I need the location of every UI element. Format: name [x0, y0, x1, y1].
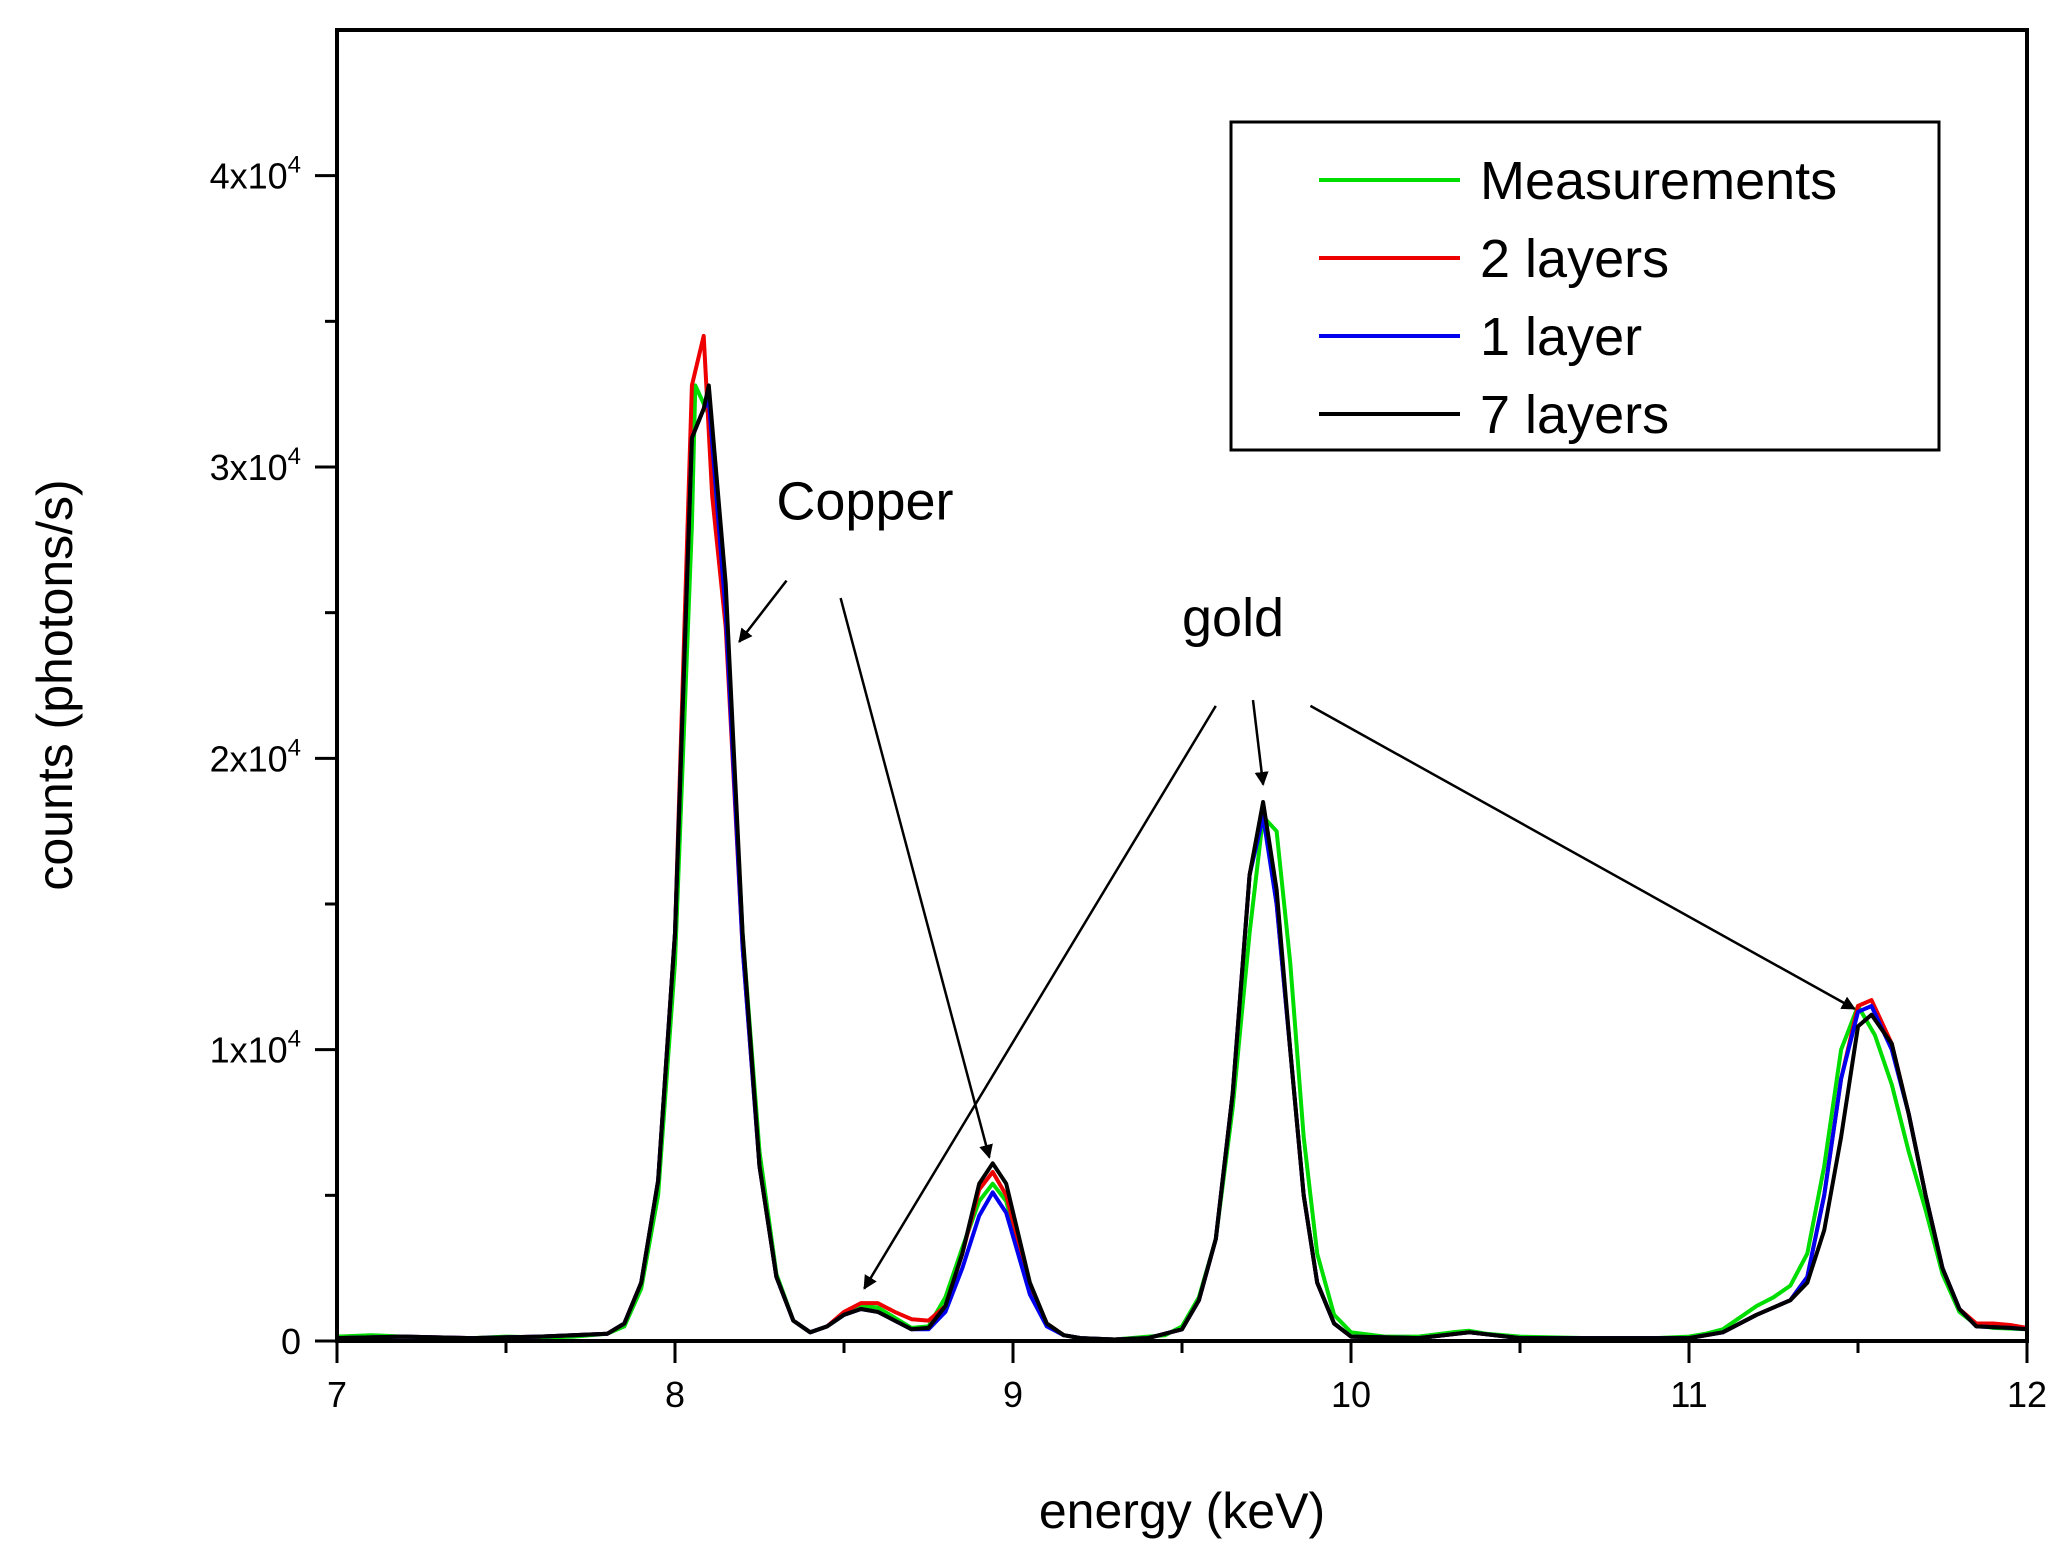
annotation-label-copper: Copper [776, 471, 953, 531]
series-line-7-layers [337, 383, 2027, 1341]
annotation-layer: Copper gold [738, 471, 1856, 1290]
legend-label-2-layers: 2 layers [1480, 229, 1669, 289]
x-axis-title: energy (keV) [1039, 1483, 1325, 1539]
legend-label-7-layers: 7 layers [1480, 385, 1669, 445]
x-tick-label: 11 [1670, 1374, 1707, 1415]
annotation-arrow-copper [839, 597, 993, 1159]
y-tick-label: 4x104 [210, 152, 301, 197]
y-tick-label: 0 [281, 1321, 301, 1362]
y-tick-label: 1x104 [210, 1026, 301, 1071]
y-axis-title: counts (photons/s) [27, 479, 83, 890]
x-axis: 7 8 9 10 11 12 [327, 1341, 2047, 1415]
x-tick-label: 9 [1003, 1374, 1023, 1415]
x-tick-label: 12 [2007, 1374, 2047, 1415]
annotation-arrow-gold [863, 705, 1217, 1290]
x-tick-label: 7 [327, 1374, 347, 1415]
x-tick-label: 10 [1331, 1374, 1371, 1415]
annotation-arrow-gold [1251, 699, 1269, 786]
annotation-arrow-copper [738, 579, 788, 643]
legend: Measurements 2 layers 1 layer 7 layers [1229, 120, 1941, 452]
annotation-arrow-gold [1309, 704, 1856, 1010]
annotation-label-gold: gold [1182, 588, 1284, 648]
legend-label-measurements: Measurements [1480, 151, 1837, 211]
legend-box [1229, 120, 1941, 452]
y-tick-label: 2x104 [210, 734, 301, 779]
legend-label-1-layer: 1 layer [1480, 307, 1642, 367]
y-axis: 0 1x104 2x104 3x104 4x104 [210, 152, 337, 1362]
y-tick-label: 3x104 [210, 443, 301, 488]
x-tick-label: 8 [665, 1374, 685, 1415]
